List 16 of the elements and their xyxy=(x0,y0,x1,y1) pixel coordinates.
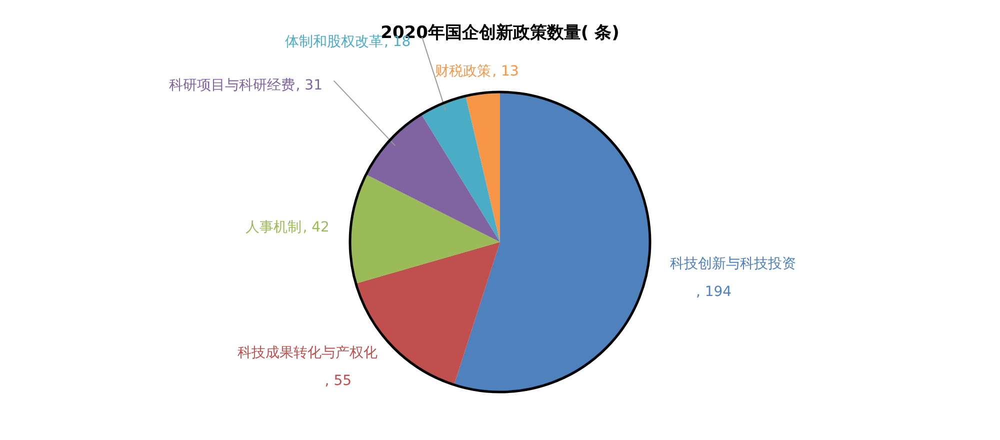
pie-slice xyxy=(421,96,500,242)
data-label: , 42 xyxy=(302,220,330,236)
pie-slice xyxy=(366,114,500,242)
slice-label: 科研项目与科研经费 xyxy=(168,78,295,94)
pie-slice xyxy=(454,92,650,392)
slice-label: 科技成果转化与产权化 xyxy=(238,344,378,361)
slice-label: 财税政策 xyxy=(435,64,492,80)
data-label: , 194 xyxy=(696,284,732,300)
data-label: , 13 xyxy=(492,64,519,80)
data-label: , 31 xyxy=(296,78,323,94)
slice-label: 体制和股权改革 xyxy=(284,34,383,50)
pie-slice xyxy=(350,174,500,284)
pie-slice xyxy=(466,92,500,242)
data-label: , 55 xyxy=(324,372,352,389)
slice-label: 科技创新与科技投资 xyxy=(670,256,796,272)
slice-label: 人事机制 xyxy=(246,220,302,236)
